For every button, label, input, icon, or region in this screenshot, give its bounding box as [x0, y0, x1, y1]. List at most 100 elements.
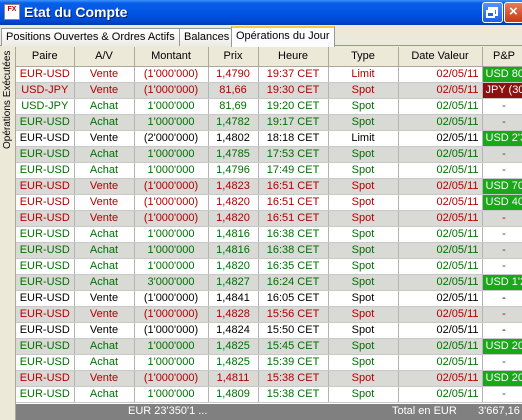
tab-balances[interactable]: Balances: [179, 28, 235, 46]
cell-pnl: USD 2'300: [482, 130, 522, 147]
cell-pair: EUR-USD: [16, 338, 75, 355]
column-header[interactable]: Prix: [208, 47, 259, 67]
cell-time: 19:20 CET: [258, 98, 329, 115]
cell-type: Spot: [328, 370, 399, 387]
tab-bar: Positions Ouvertes & Ordres Actifs Balan…: [0, 26, 522, 47]
table-row[interactable]: EUR-USD Achat 1'000'000 1,4785 17:53 CET Spot…: [16, 146, 522, 163]
table-row[interactable]: EUR-USD Vente (1'000'000) 1,4790 19:37 CET Li…: [16, 66, 522, 83]
restore-button[interactable]: [482, 2, 503, 23]
cell-side: Vente: [74, 370, 135, 387]
table-row[interactable]: EUR-USD Vente (1'000'000) 1,4820 16:51 CET Sp…: [16, 210, 522, 227]
table-row[interactable]: EUR-USD Vente (1'000'000) 1,4824 15:50 CET Sp…: [16, 322, 522, 339]
cell-amount: (1'000'000): [134, 370, 209, 387]
cell-time: 16:51 CET: [258, 210, 329, 227]
column-header[interactable]: Heure: [258, 47, 329, 67]
table-row[interactable]: USD-JPY Vente (1'000'000) 81,66 19:30 CET Spo…: [16, 82, 522, 99]
cell-time: 19:30 CET: [258, 82, 329, 99]
cell-side: Achat: [74, 274, 135, 291]
cell-side: Vente: [74, 178, 135, 195]
table-row[interactable]: EUR-USD Vente (1'000'000) 1,4841 16:05 CET Sp…: [16, 290, 522, 307]
column-header[interactable]: Date Valeur: [398, 47, 483, 67]
table-row[interactable]: EUR-USD Achat 1'000'000 1,4816 16:38 CET Spot…: [16, 226, 522, 243]
cell-pair: EUR-USD: [16, 306, 75, 323]
column-header[interactable]: Paire: [16, 47, 75, 67]
cell-date: 02/05/11: [398, 258, 483, 275]
cell-pnl: JPY (30'...: [482, 82, 522, 99]
cell-pnl: -: [482, 98, 522, 115]
cell-amount: (1'000'000): [134, 210, 209, 227]
cell-time: 16:05 CET: [258, 290, 329, 307]
tab-positions[interactable]: Positions Ouvertes & Ordres Actifs: [1, 28, 180, 46]
table-body: EUR-USD Vente (1'000'000) 1,4790 19:37 CET Li…: [16, 66, 522, 403]
close-button[interactable]: ×: [504, 2, 522, 23]
cell-side: Achat: [74, 354, 135, 371]
table-row[interactable]: EUR-USD Achat 1'000'000 1,4825 15:39 CET Spot…: [16, 354, 522, 371]
cell-price: 1,4816: [208, 242, 259, 259]
cell-pair: EUR-USD: [16, 322, 75, 339]
cell-price: 1,4825: [208, 338, 259, 355]
total-value: 3'667,16: [478, 405, 520, 417]
cell-price: 81,69: [208, 98, 259, 115]
cell-pair: EUR-USD: [16, 66, 75, 83]
operations-grid: Paire A/V Montant Prix Heure Type Date Valeur P…: [16, 47, 522, 404]
cell-type: Spot: [328, 114, 399, 131]
column-header[interactable]: P&P: [482, 47, 522, 67]
cell-pair: EUR-USD: [16, 114, 75, 131]
table-row[interactable]: EUR-USD Achat 1'000'000 1,4796 17:49 CET Spot…: [16, 162, 522, 179]
side-label: Opérations Exécutées: [2, 51, 13, 150]
cell-date: 02/05/11: [398, 194, 483, 211]
column-header[interactable]: Type: [328, 47, 399, 67]
table-row[interactable]: EUR-USD Vente (1'000'000) 1,4823 16:51 CET Sp…: [16, 178, 522, 195]
table-row[interactable]: EUR-USD Achat 1'000'000 1,4820 16:35 CET Spot…: [16, 258, 522, 275]
cell-date: 02/05/11: [398, 114, 483, 131]
cell-amount: 1'000'000: [134, 338, 209, 355]
tab-operations[interactable]: Opérations du Jour: [231, 26, 335, 47]
cell-amount: 1'000'000: [134, 242, 209, 259]
table-row[interactable]: EUR-USD Achat 3'000'000 1,4827 16:24 CET Spot…: [16, 274, 522, 291]
table-row[interactable]: EUR-USD Vente (1'000'000) 1,4820 16:51 CET Sp…: [16, 194, 522, 211]
cell-amount: (1'000'000): [134, 194, 209, 211]
cell-type: Spot: [328, 290, 399, 307]
column-header[interactable]: A/V: [74, 47, 135, 67]
cell-type: Spot: [328, 226, 399, 243]
side-panel: Opérations Exécutées: [0, 47, 16, 420]
table-row[interactable]: EUR-USD Vente (1'000'000) 1,4811 15:38 CET Sp…: [16, 370, 522, 387]
cell-pnl: -: [482, 386, 522, 403]
cell-side: Achat: [74, 226, 135, 243]
column-header[interactable]: Montant: [134, 47, 209, 67]
table-row[interactable]: EUR-USD Achat 1'000'000 1,4809 15:38 CET Spot…: [16, 386, 522, 403]
cell-time: 15:56 CET: [258, 306, 329, 323]
cell-date: 02/05/11: [398, 82, 483, 99]
cell-price: 1,4802: [208, 130, 259, 147]
cell-time: 15:38 CET: [258, 370, 329, 387]
cell-side: Achat: [74, 114, 135, 131]
table-row[interactable]: EUR-USD Vente (2'000'000) 1,4802 18:18 CET Li…: [16, 130, 522, 147]
table-row[interactable]: EUR-USD Vente (1'000'000) 1,4828 15:56 CET Sp…: [16, 306, 522, 323]
cell-amount: (1'000'000): [134, 66, 209, 83]
cell-date: 02/05/11: [398, 354, 483, 371]
cell-pnl: -: [482, 226, 522, 243]
cell-side: Vente: [74, 82, 135, 99]
cell-price: 1,4823: [208, 178, 259, 195]
total-amount: EUR 23'350'1 ...: [128, 405, 208, 417]
table-row[interactable]: EUR-USD Achat 1'000'000 1,4816 16:38 CET Spot…: [16, 242, 522, 259]
cell-side: Vente: [74, 322, 135, 339]
cell-pair: EUR-USD: [16, 386, 75, 403]
table-row[interactable]: USD-JPY Achat 1'000'000 81,69 19:20 CET Spot 0…: [16, 98, 522, 115]
cell-time: 16:38 CET: [258, 242, 329, 259]
cell-date: 02/05/11: [398, 306, 483, 323]
cell-pnl: -: [482, 258, 522, 275]
cell-date: 02/05/11: [398, 146, 483, 163]
cell-date: 02/05/11: [398, 290, 483, 307]
cell-pnl: -: [482, 114, 522, 131]
table-row[interactable]: EUR-USD Achat 1'000'000 1,4782 19:17 CET Spot…: [16, 114, 522, 131]
cell-pnl: USD 800: [482, 66, 522, 83]
cell-date: 02/05/11: [398, 162, 483, 179]
cell-price: 1,4816: [208, 226, 259, 243]
cell-amount: (1'000'000): [134, 306, 209, 323]
cell-time: 17:49 CET: [258, 162, 329, 179]
header-row: Paire A/V Montant Prix Heure Type Date Valeur P…: [16, 47, 522, 67]
table-row[interactable]: EUR-USD Achat 1'000'000 1,4825 15:45 CET Spot…: [16, 338, 522, 355]
cell-side: Vente: [74, 194, 135, 211]
cell-pnl: -: [482, 162, 522, 179]
